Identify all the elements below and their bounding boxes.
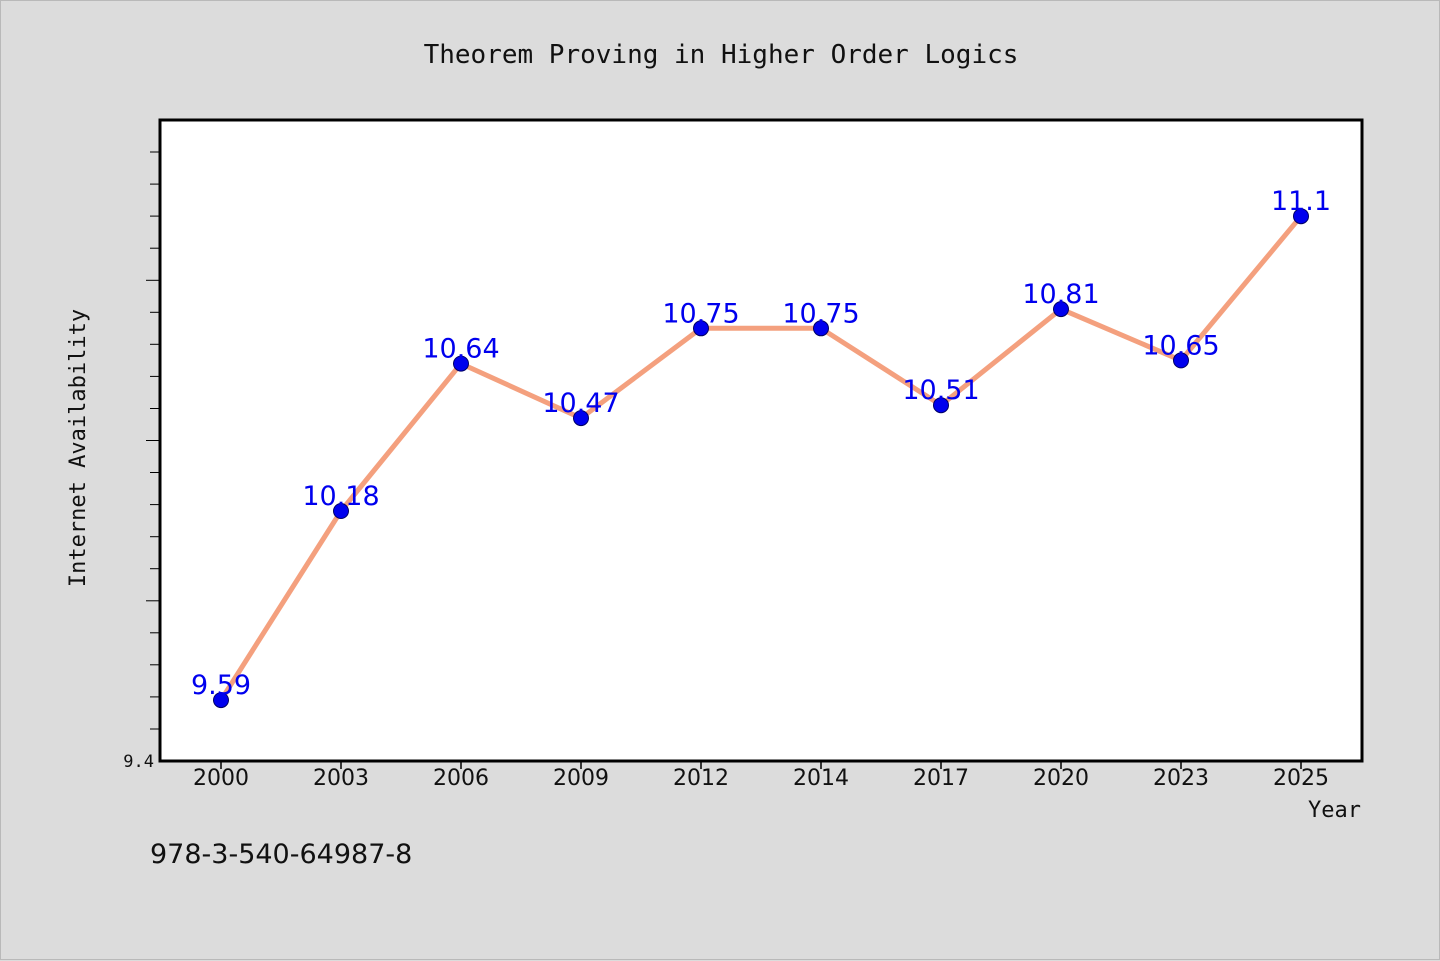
x-tick-label: 2012 [673,766,729,791]
x-axis-ticks [220,761,1302,769]
data-label: 10.75 [662,298,739,329]
x-tick-label: 2000 [193,766,249,791]
x-tick-label: 2023 [1153,766,1209,791]
data-point-marker [693,320,709,337]
footer-isbn: 978-3-540-64987-8 [150,839,412,870]
data-label: 10.51 [902,375,979,406]
data-point-marker [1053,301,1069,318]
x-axis-tick-labels: 2000 2003 2006 2009 2012 2014 2017 2020 2023 2025 [193,766,1329,791]
x-tick-label: 2017 [913,766,969,791]
data-point-marker [213,692,229,709]
x-tick-label: 2006 [433,766,489,791]
data-point-marker [573,410,589,427]
data-label: 10.64 [422,334,499,365]
data-label: 9.59 [191,670,251,701]
data-point-marker [813,320,829,337]
x-tick-label: 2014 [793,766,849,791]
data-point-marker [333,503,349,519]
data-label: 11.1 [1271,186,1331,217]
plot-area [158,118,1364,763]
x-axis-label: Year [1308,798,1361,823]
x-tick-label: 2025 [1273,766,1329,791]
data-point-marker [453,355,469,372]
data-label: 10.65 [1142,330,1219,361]
data-label: 10.81 [1022,279,1099,310]
data-label: 10.18 [302,481,379,512]
data-point-marker [1173,352,1189,369]
data-point-marker [933,397,949,414]
x-tick-label: 2003 [313,766,369,791]
x-tick-label: 2020 [1033,766,1089,791]
series-data-labels: 9.59 10.18 10.64 10.47 10.75 10.75 10.51 10.81 1… [191,186,1331,701]
y-axis-min-label: 9.4 [123,752,154,772]
y-axis-ticks [146,151,160,730]
series-markers [213,208,1309,709]
series-line [218,214,1303,702]
chart-title: Theorem Proving in Higher Order Logics [424,40,1019,70]
data-point-marker [1293,208,1309,225]
data-label: 10.75 [782,298,859,329]
x-tick-label: 2009 [553,766,609,791]
y-axis-label: Internet Availability [66,309,91,587]
data-label: 10.47 [542,388,619,419]
